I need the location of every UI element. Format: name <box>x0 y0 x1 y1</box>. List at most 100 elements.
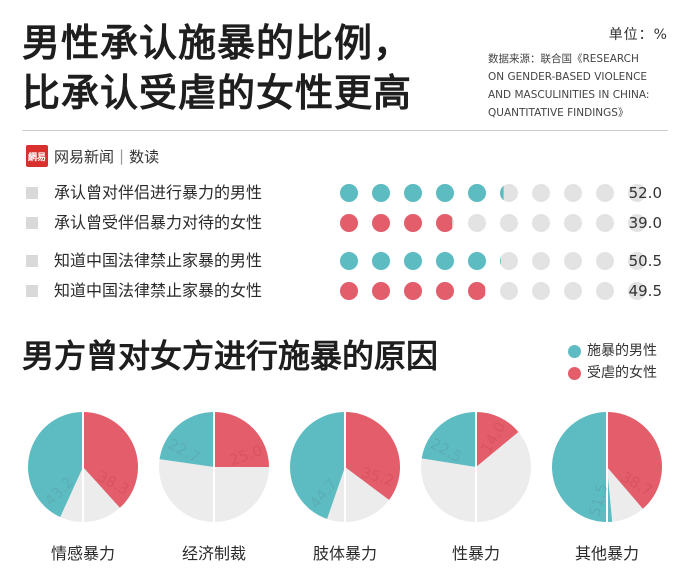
dot-filled <box>340 282 358 300</box>
dot-empty <box>596 282 614 300</box>
pie-slice-female <box>214 412 269 467</box>
dot-empty <box>500 282 518 300</box>
source-note: 数据来源：联合国《RESEARCH ON GENDER-BASED VIOLEN… <box>488 50 684 122</box>
source-line: ON GENDER-BASED VIOLENCE <box>488 71 648 83</box>
brand-separator: | <box>119 147 125 165</box>
dot-filled <box>436 214 453 232</box>
legend-male-label: 施暴的男性 <box>587 343 657 359</box>
dot-filled <box>372 282 390 300</box>
legend-item-female: 受虐的女性 <box>568 362 657 384</box>
dot-filled <box>404 252 422 270</box>
title-line-1: 男性承认施暴的比例， <box>22 21 413 65</box>
title-line-2: 比承认受虐的女性更高 <box>22 71 413 115</box>
dot-filled <box>468 252 486 270</box>
dot-filled <box>500 185 504 201</box>
divider <box>22 130 668 131</box>
pie-category-label: 经济制裁 <box>181 544 246 563</box>
row-value: 39.0 <box>628 214 662 232</box>
dot-empty <box>532 184 550 202</box>
dot-empty <box>532 214 550 232</box>
dot-filled <box>468 282 486 300</box>
source-line: AND MASCULINITIES IN CHINA: <box>488 89 650 101</box>
source-line: 数据来源：联合国《RESEARCH <box>488 53 639 65</box>
dot-filled <box>404 282 422 300</box>
dot-empty <box>628 252 646 270</box>
dot-track <box>340 252 646 270</box>
dot-empty <box>500 184 518 202</box>
unit-label: 单位：% <box>608 27 668 43</box>
dot-row-female-law: 知道中国法律禁止家暴的女性 49.5 <box>26 281 662 301</box>
dot-track <box>340 184 646 202</box>
row-label: 知道中国法律禁止家暴的男性 <box>54 251 263 270</box>
dot-track <box>340 282 646 300</box>
dot-empty <box>564 282 582 300</box>
row-label: 知道中国法律禁止家暴的女性 <box>54 281 263 300</box>
brand-column-name: 数读 <box>129 147 160 166</box>
dot-empty <box>596 214 614 232</box>
dot-row-female-abused: 承认曾受伴侣暴力对待的女性 39.0 <box>26 213 662 233</box>
pie-slice-male <box>552 412 613 522</box>
pie-slice-female <box>607 412 662 509</box>
pie-category-label: 其他暴力 <box>574 544 639 563</box>
row-label: 承认曾受伴侣暴力对待的女性 <box>54 213 263 232</box>
main-title: 男性承认施暴的比例， 比承认受虐的女性更高 <box>22 18 412 118</box>
dot-empty <box>628 282 646 300</box>
dot-filled <box>404 184 422 202</box>
dot-empty <box>596 252 614 270</box>
pie-slice-female <box>83 412 138 508</box>
brand: 網易 网易新闻 | 数读 <box>26 144 159 168</box>
row-marker-icon <box>26 187 38 199</box>
dot-filled <box>372 214 390 232</box>
row-marker-icon <box>26 255 38 267</box>
dot-filled <box>468 184 486 202</box>
row-value: 49.5 <box>628 282 662 300</box>
pie-slice-male <box>290 412 345 519</box>
row-marker-icon <box>26 285 38 297</box>
dot-empty <box>532 252 550 270</box>
source-line: QUANTITATIVE FINDINGS》 <box>488 107 629 119</box>
dot-track <box>340 214 646 232</box>
legend-female-swatch <box>568 366 581 380</box>
dot-empty <box>468 214 486 232</box>
row-value: 52.0 <box>628 184 662 202</box>
dot-filled <box>340 252 358 270</box>
brand-name: 网易新闻 <box>54 147 115 166</box>
dot-filled <box>340 214 358 232</box>
section-title: 男方曾对女方进行施暴的原因 <box>22 337 439 375</box>
dot-empty <box>564 252 582 270</box>
dot-empty <box>628 184 646 202</box>
dot-empty <box>500 214 518 232</box>
row-marker-icon <box>26 217 38 229</box>
dot-row-male-law: 知道中国法律禁止家暴的男性 50.5 <box>26 251 662 271</box>
dot-filled <box>436 252 454 270</box>
pie-slice-male <box>27 412 83 518</box>
netease-logo-icon: 網易 <box>26 145 48 167</box>
legend: 施暴的男性 受虐的女性 <box>568 340 657 384</box>
dot-row-male-violence: 承认曾对伴侣进行暴力的男性 52.0 <box>26 183 662 203</box>
dot-empty <box>500 252 518 270</box>
legend-male-swatch <box>568 344 581 358</box>
dot-filled <box>372 184 390 202</box>
dot-empty <box>532 282 550 300</box>
dot-filled <box>340 184 358 202</box>
dot-filled <box>500 257 501 265</box>
dot-empty <box>564 184 582 202</box>
pie-charts: 43.2 38.322.7 25.044.7 35.222.5 14.051.5 38.7 <box>27 412 662 522</box>
legend-female-label: 受虐的女性 <box>587 365 657 381</box>
pie-slice-male <box>159 412 214 467</box>
row-label: 承认曾对伴侣进行暴力的男性 <box>54 183 263 202</box>
dot-empty <box>628 214 646 232</box>
legend-item-male: 施暴的男性 <box>568 340 657 362</box>
dot-filled <box>372 252 390 270</box>
pie-slice-male <box>421 412 476 467</box>
pie-category-label: 情感暴力 <box>50 544 115 563</box>
row-value: 50.5 <box>628 252 662 270</box>
pie-category-label: 性暴力 <box>451 544 500 563</box>
dot-empty <box>596 184 614 202</box>
pie-slice-female <box>476 412 519 467</box>
dot-filled <box>404 214 422 232</box>
dot-empty <box>564 214 582 232</box>
dot-filled <box>436 184 454 202</box>
pie-category-label: 肢体暴力 <box>312 544 377 563</box>
pie-slice-female <box>345 412 400 500</box>
